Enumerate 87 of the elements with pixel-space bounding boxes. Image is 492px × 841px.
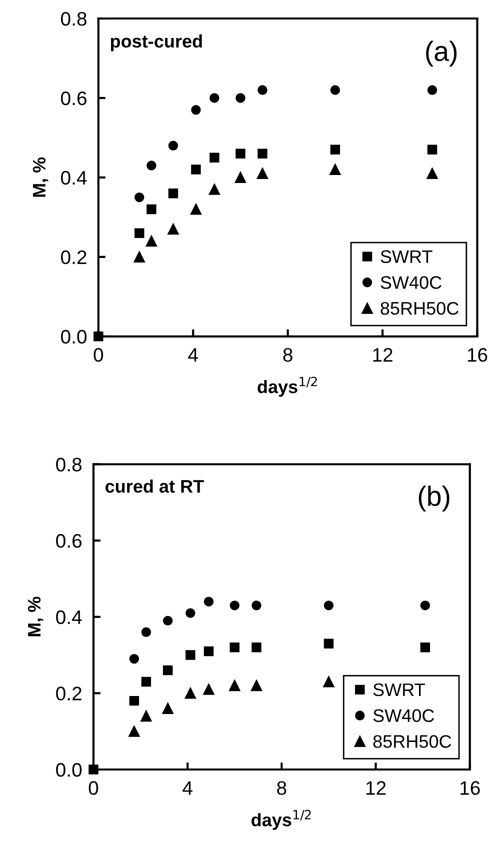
point	[208, 184, 220, 195]
point	[186, 608, 196, 618]
annotation: (b)	[418, 486, 450, 512]
x-axis-title: days$^{1/2}$	[252, 810, 311, 830]
point	[190, 204, 202, 215]
legend-label: SW40C	[380, 276, 442, 289]
point	[162, 702, 174, 714]
y-tick-label: 0.2	[61, 250, 86, 264]
point	[210, 152, 220, 162]
point	[146, 160, 156, 170]
y-tick-label: 0.0	[56, 762, 82, 777]
point	[420, 642, 430, 652]
x-tick-label: 0	[88, 781, 98, 795]
x-tick-label: 4	[182, 781, 192, 795]
point	[134, 192, 144, 202]
point	[129, 654, 140, 664]
legend-label: 85RH50C	[373, 735, 452, 748]
y-tick-label: 0.6	[56, 534, 82, 548]
y-tick-label: 0.4	[61, 170, 87, 185]
point	[141, 676, 152, 687]
x-tick-label: 8	[283, 348, 292, 362]
point	[204, 596, 214, 606]
point	[258, 148, 268, 158]
point	[330, 164, 341, 176]
point	[129, 696, 140, 706]
text: post-cured	[110, 34, 202, 52]
legend-label: SW40C	[373, 709, 434, 722]
point	[162, 665, 173, 676]
point	[420, 600, 430, 610]
y-axis-title: M, %	[28, 596, 44, 636]
y-tick-label: 0.4	[56, 610, 82, 624]
text: cured at RT	[105, 479, 204, 493]
point	[191, 164, 201, 174]
y-tick-label: 0.6	[61, 91, 86, 106]
point	[252, 600, 262, 610]
x-tick-label: 16	[460, 781, 480, 795]
point	[258, 85, 268, 95]
point	[134, 251, 145, 262]
y-tick-label: 0.0	[61, 330, 87, 344]
point	[140, 710, 152, 722]
point	[146, 204, 156, 214]
x-tick-label: 12	[366, 781, 386, 795]
point	[204, 646, 214, 656]
point	[128, 726, 140, 737]
x-tick-label: 8	[277, 781, 286, 795]
point	[256, 168, 268, 180]
point	[134, 228, 144, 238]
point	[330, 85, 340, 95]
point	[426, 168, 438, 180]
legend-label: SWRT	[380, 250, 432, 264]
y-tick-label: 0.2	[56, 686, 82, 700]
point	[324, 638, 334, 648]
point	[427, 144, 438, 154]
legend-label: SWRT	[373, 683, 425, 696]
y-tick-label: 0.8	[61, 12, 86, 26]
point	[323, 676, 334, 688]
point	[186, 650, 196, 660]
point	[229, 680, 240, 692]
point	[236, 93, 246, 103]
point	[252, 642, 262, 652]
point	[330, 144, 340, 154]
point	[234, 172, 246, 184]
point	[141, 627, 152, 637]
point	[230, 600, 240, 610]
point	[250, 680, 262, 692]
x-tick-label: 16	[468, 348, 488, 362]
point	[427, 85, 438, 95]
x-axis-title: days$^{1/2}$	[258, 376, 317, 397]
point	[210, 93, 220, 103]
x-tick-label: 4	[188, 348, 198, 362]
y-axis-title: M, %	[32, 157, 48, 197]
point	[146, 235, 157, 247]
point	[230, 642, 240, 652]
x-tick-label: 0	[94, 348, 104, 362]
point	[191, 105, 201, 115]
y-tick-label: 0.8	[56, 458, 82, 472]
point	[236, 148, 246, 158]
point	[203, 684, 214, 695]
x-tick-label: 12	[373, 348, 392, 362]
point	[168, 224, 179, 235]
annotation: (a)	[426, 40, 457, 67]
point	[324, 600, 334, 610]
point	[162, 616, 173, 626]
point	[184, 688, 196, 699]
point	[168, 140, 178, 151]
legend-label: 85RH50C	[380, 302, 458, 315]
point	[168, 188, 178, 198]
